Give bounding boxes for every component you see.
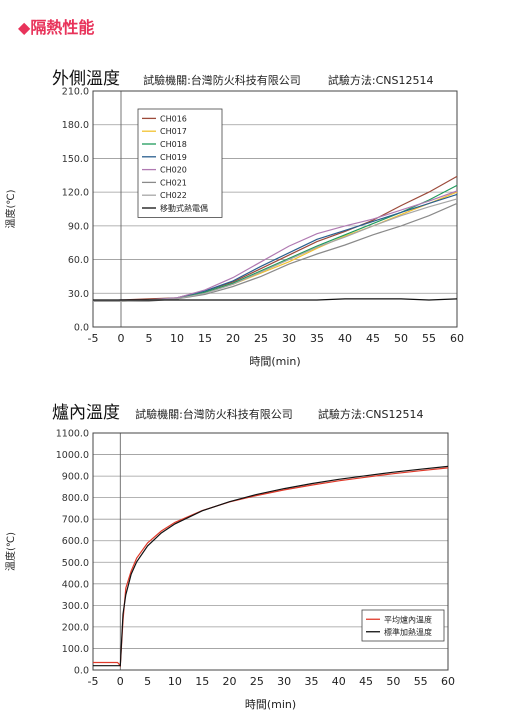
chart2-ytick-label: 500.0 — [62, 558, 89, 569]
chart1-legend-label-1: CH017 — [160, 127, 187, 136]
chart2-x-axis-label: 時間(min) — [245, 698, 296, 711]
chart1-title: 外側溫度 — [52, 69, 120, 89]
chart2-furnace-temperature: 0.0 100.0 200.0 300.0 400.0 500.0 600.0 700.0 80… — [4, 429, 455, 712]
chart1-ytick-label: 30.0 — [68, 289, 89, 300]
chart2-header: 爐內溫度 試驗機關:台灣防火科技有限公司 試驗方法:CNS12514 — [52, 398, 424, 423]
chart2-xtick-label: 40 — [332, 675, 346, 688]
chart2-ytick-label: 1000.0 — [56, 450, 89, 461]
chart1-legend-box — [137, 108, 223, 218]
chart1-ytick-label: 0.0 — [74, 323, 89, 334]
chart2-legend-label-1: 標準加熱溫度 — [384, 627, 432, 637]
chart1-ytick-label: 180.0 — [62, 120, 89, 131]
chart2-xtick-label: 45 — [359, 675, 373, 688]
chart1-xtick-label: 40 — [338, 332, 352, 345]
section-title-text: 隔熱性能 — [30, 18, 95, 37]
chart1-xtick-label: 60 — [450, 332, 464, 345]
chart2-series-line-1 — [93, 465, 449, 667]
chart1-xtick-label: 30 — [282, 332, 296, 345]
chart1-legend-label-4: CH020 — [160, 166, 187, 175]
chart1-xtick-label: 25 — [254, 332, 268, 345]
chart1-series-line-0 — [92, 175, 458, 302]
chart2-ytick-label: 400.0 — [62, 579, 89, 590]
chart1-legend-label-7: 移動式熱電偶 — [160, 203, 208, 213]
chart1-xtick-label: 45 — [366, 332, 380, 345]
chart1-xtick-label: 50 — [394, 332, 408, 345]
chart2-ytick-label: 700.0 — [62, 515, 89, 526]
chart1-legend-label-0: CH016 — [160, 114, 187, 123]
chart1-xtick-label: -5 — [88, 332, 99, 345]
section-title: ◆隔熱性能 — [18, 14, 94, 38]
chart2-ytick-label: 1100.0 — [56, 429, 89, 440]
chart1-xtick-label: 10 — [170, 332, 184, 345]
chart2-ytick-label: 600.0 — [62, 536, 89, 547]
chart1-x-axis-label: 時間(min) — [249, 355, 300, 368]
chart2-xtick-label: 35 — [304, 675, 318, 688]
chart2-legend-box — [361, 609, 445, 642]
chart2-xtick-label: 50 — [386, 675, 400, 688]
chart1-legend-label-5: CH021 — [160, 178, 187, 187]
chart1-ytick-label: 60.0 — [68, 255, 89, 266]
chart2-xtick-label: 20 — [223, 675, 237, 688]
chart2-title: 爐內溫度 — [52, 403, 120, 423]
chart1-xtick-label: 55 — [422, 332, 436, 345]
chart1-series-line-7 — [93, 298, 458, 301]
chart2-xtick-label: 0 — [117, 675, 124, 688]
chart2-plot-frame — [92, 432, 449, 671]
chart1-ytick-label: 90.0 — [68, 221, 89, 232]
chart1-xtick-label: 0 — [118, 332, 125, 345]
chart1-method: 試驗方法:CNS12514 — [327, 74, 434, 87]
chart2-xtick-label: 30 — [277, 675, 291, 688]
chart2-legend-label-0: 平均爐內溫度 — [384, 614, 432, 624]
chart2-lab: 試驗機關:台灣防火科技有限公司 — [135, 408, 293, 421]
chart2-ytick-label: 900.0 — [62, 472, 89, 483]
chart2-ytick-label: 200.0 — [62, 622, 89, 633]
chart2-xtick-label: 55 — [414, 675, 428, 688]
chart1-ytick-label: 210.0 — [62, 87, 89, 98]
chart2-xtick-label: 15 — [195, 675, 209, 688]
diamond-icon: ◆ — [18, 18, 31, 37]
chart1-series-line-5 — [93, 202, 458, 302]
chart2-xtick-label: 5 — [144, 675, 151, 688]
chart1-xtick-label: 15 — [198, 332, 212, 345]
chart1-xtick-label: 5 — [146, 332, 153, 345]
chart2-ytick-label: 800.0 — [62, 493, 89, 504]
chart1-legend-label-3: CH019 — [160, 153, 187, 162]
chart2-ytick-label: 0.0 — [74, 666, 89, 677]
chart2-xtick-label: 10 — [168, 675, 182, 688]
chart1-ytick-label: 150.0 — [62, 154, 89, 165]
chart1-lab: 試驗機關:台灣防火科技有限公司 — [143, 74, 301, 87]
chart2-xtick-label: 25 — [250, 675, 264, 688]
chart2-ytick-label: 300.0 — [62, 601, 89, 612]
chart1-xtick-label: 20 — [226, 332, 240, 345]
chart1-y-axis-label: 溫度(℃) — [4, 189, 17, 228]
chart2-method: 試驗方法:CNS12514 — [317, 408, 424, 421]
chart1-legend-label-2: CH018 — [160, 140, 187, 149]
chart1-ytick-label: 120.0 — [62, 188, 89, 199]
chart1-xtick-label: 35 — [310, 332, 324, 345]
chart1-header: 外側溫度 試驗機關:台灣防火科技有限公司 試驗方法:CNS12514 — [52, 64, 434, 89]
chart1-outer-temperature: 0.0 30.0 60.0 90.0 120.0 150.0 180.0 210.0 -5 0 5 1… — [4, 87, 464, 369]
chart2-xtick-label: 60 — [441, 675, 455, 688]
chart2-y-axis-label: 溫度(℃) — [4, 532, 17, 571]
chart2-xtick-label: -5 — [88, 675, 99, 688]
chart1-legend-label-6: CH022 — [160, 191, 187, 200]
chart1-plot-frame — [92, 90, 458, 328]
chart2-ytick-label: 100.0 — [62, 644, 89, 655]
